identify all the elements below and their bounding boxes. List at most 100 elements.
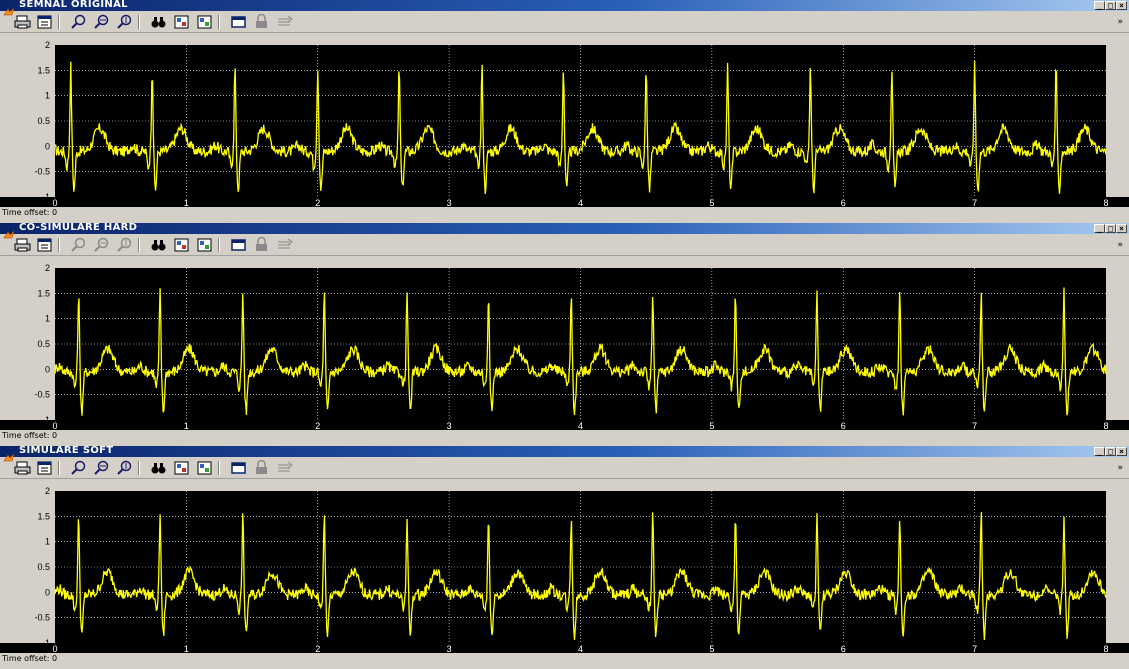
y-tick-label: 1.5 bbox=[37, 65, 50, 75]
title-bar[interactable]: SEMNAL ORIGINAL _ □ × bbox=[0, 0, 1129, 16]
zoom-icon[interactable] bbox=[70, 237, 88, 253]
y-tick-label: 1.5 bbox=[37, 511, 50, 521]
x-tick-label: 4 bbox=[578, 198, 583, 207]
minimize-button[interactable]: _ bbox=[1094, 224, 1105, 233]
zoom-x-icon[interactable] bbox=[93, 14, 111, 30]
y-tick-label: 1 bbox=[45, 537, 50, 547]
scope-axes: 0 1 2 3 4 5 6 7 8 -1 -0.5 0 0.5 1 1.5 2 bbox=[0, 40, 1129, 207]
x-tick-label: 1 bbox=[184, 644, 189, 653]
autoscale-icon[interactable] bbox=[150, 460, 168, 476]
y-tick-label: -0.5 bbox=[34, 167, 50, 177]
print-icon[interactable] bbox=[14, 14, 32, 30]
zoom-icon[interactable] bbox=[70, 460, 88, 476]
window-title: CO-SIMULARE HARD bbox=[19, 223, 138, 233]
signal-selection-icon[interactable] bbox=[276, 460, 294, 476]
maximize-button[interactable]: □ bbox=[1105, 447, 1116, 456]
zoom-x-icon[interactable] bbox=[93, 460, 111, 476]
scope-plot[interactable]: 0 1 2 3 4 5 6 7 8 -1 -0.5 0 0.5 1 1.5 2 bbox=[0, 479, 1129, 653]
y-tick-label: -1 bbox=[42, 415, 50, 425]
x-tick-strip bbox=[0, 420, 1129, 430]
close-button[interactable]: × bbox=[1116, 1, 1127, 10]
scope-axes: 0 1 2 3 4 5 6 7 8 -1 -0.5 0 0.5 1 1.5 2 bbox=[0, 486, 1129, 653]
toolbar-separator bbox=[58, 461, 60, 475]
window-title: SIMULARE SOFT bbox=[19, 446, 114, 456]
title-bar[interactable]: CO-SIMULARE HARD _ □ × bbox=[0, 223, 1129, 239]
scope-plot[interactable]: 0 1 2 3 4 5 6 7 8 -1 -0.5 0 0.5 1 1.5 2 bbox=[0, 33, 1129, 207]
y-tick-label: 0.5 bbox=[37, 116, 50, 126]
parameters-icon[interactable] bbox=[36, 14, 54, 30]
restore-axes-icon[interactable] bbox=[196, 14, 214, 30]
toolbar-separator bbox=[218, 238, 220, 252]
window-title: SEMNAL ORIGINAL bbox=[19, 0, 128, 10]
status-bar: Time offset: 0 bbox=[2, 431, 57, 440]
signal-selection-icon[interactable] bbox=[276, 14, 294, 30]
save-axes-icon[interactable] bbox=[173, 14, 191, 30]
print-icon[interactable] bbox=[14, 460, 32, 476]
toolbar-overflow-icon[interactable]: » bbox=[1117, 240, 1123, 250]
restore-axes-icon[interactable] bbox=[196, 237, 214, 253]
status-bar: Time offset: 0 bbox=[2, 208, 57, 217]
floating-scope-icon[interactable] bbox=[230, 14, 248, 30]
signal-selection-icon[interactable] bbox=[276, 237, 294, 253]
x-tick-label: 4 bbox=[578, 421, 583, 430]
time-offset-value: 0 bbox=[52, 208, 58, 217]
toolbar-overflow-icon[interactable]: » bbox=[1117, 17, 1123, 27]
toolbar: » bbox=[0, 234, 1129, 256]
signal-trace bbox=[54, 60, 1107, 194]
y-tick-label: 0 bbox=[45, 587, 50, 597]
y-tick-label: 0.5 bbox=[37, 562, 50, 572]
y-tick-label: 0 bbox=[45, 364, 50, 374]
zoom-y-icon[interactable] bbox=[116, 460, 134, 476]
lock-axes-icon[interactable] bbox=[253, 13, 271, 30]
y-tick-label: 0 bbox=[45, 141, 50, 151]
print-icon[interactable] bbox=[14, 237, 32, 253]
save-axes-icon[interactable] bbox=[173, 460, 191, 476]
y-tick-label: -1 bbox=[42, 192, 50, 202]
title-bar[interactable]: SIMULARE SOFT _ □ × bbox=[0, 446, 1129, 462]
x-tick-label: 1 bbox=[184, 421, 189, 430]
y-tick-label: 1.5 bbox=[37, 288, 50, 298]
x-tick-label: 5 bbox=[709, 644, 714, 653]
x-tick-label: 2 bbox=[315, 644, 320, 653]
scope-plot[interactable]: 0 1 2 3 4 5 6 7 8 -1 -0.5 0 0.5 1 1.5 2 bbox=[0, 256, 1129, 430]
parameters-icon[interactable] bbox=[36, 460, 54, 476]
zoom-icon[interactable] bbox=[70, 14, 88, 30]
x-tick-label: 7 bbox=[972, 198, 977, 207]
toolbar-separator bbox=[218, 15, 220, 29]
simulink-icon bbox=[3, 1, 15, 16]
lock-axes-icon[interactable] bbox=[253, 236, 271, 253]
x-tick-label: 3 bbox=[447, 421, 452, 430]
parameters-icon[interactable] bbox=[36, 237, 54, 253]
minimize-button[interactable]: _ bbox=[1094, 1, 1105, 10]
zoom-y-icon[interactable] bbox=[116, 237, 134, 253]
x-tick-label: 5 bbox=[709, 198, 714, 207]
x-tick-label: 3 bbox=[447, 644, 452, 653]
toolbar-separator bbox=[138, 15, 140, 29]
toolbar: » bbox=[0, 11, 1129, 33]
toolbar-separator bbox=[58, 238, 60, 252]
x-tick-label: 6 bbox=[841, 198, 846, 207]
minimize-button[interactable]: _ bbox=[1094, 447, 1105, 456]
maximize-button[interactable]: □ bbox=[1105, 1, 1116, 10]
floating-scope-icon[interactable] bbox=[230, 460, 248, 476]
save-axes-icon[interactable] bbox=[173, 237, 191, 253]
time-offset-label: Time offset: bbox=[2, 431, 50, 440]
close-button[interactable]: × bbox=[1116, 224, 1127, 233]
zoom-x-icon[interactable] bbox=[93, 237, 111, 253]
maximize-button[interactable]: □ bbox=[1105, 224, 1116, 233]
restore-axes-icon[interactable] bbox=[196, 460, 214, 476]
scope-window-hard: CO-SIMULARE HARD _ □ × » 0 1 2 3 4 5 6 7 8 -1 -0.5 0 0.5 1… bbox=[0, 223, 1129, 446]
autoscale-icon[interactable] bbox=[150, 14, 168, 30]
x-tick-label: 0 bbox=[52, 644, 57, 653]
y-tick-label: 1 bbox=[45, 91, 50, 101]
y-tick-label: 2 bbox=[45, 40, 50, 50]
floating-scope-icon[interactable] bbox=[230, 237, 248, 253]
toolbar-overflow-icon[interactable]: » bbox=[1117, 463, 1123, 473]
lock-axes-icon[interactable] bbox=[253, 459, 271, 476]
scope-window-original: SEMNAL ORIGINAL _ □ × » 0 1 2 3 4 5 6 7 8 -1 -0.5 0 0.5 1 1… bbox=[0, 0, 1129, 223]
x-tick-strip bbox=[0, 197, 1129, 207]
x-tick-label: 3 bbox=[447, 198, 452, 207]
zoom-y-icon[interactable] bbox=[116, 14, 134, 30]
autoscale-icon[interactable] bbox=[150, 237, 168, 253]
close-button[interactable]: × bbox=[1116, 447, 1127, 456]
